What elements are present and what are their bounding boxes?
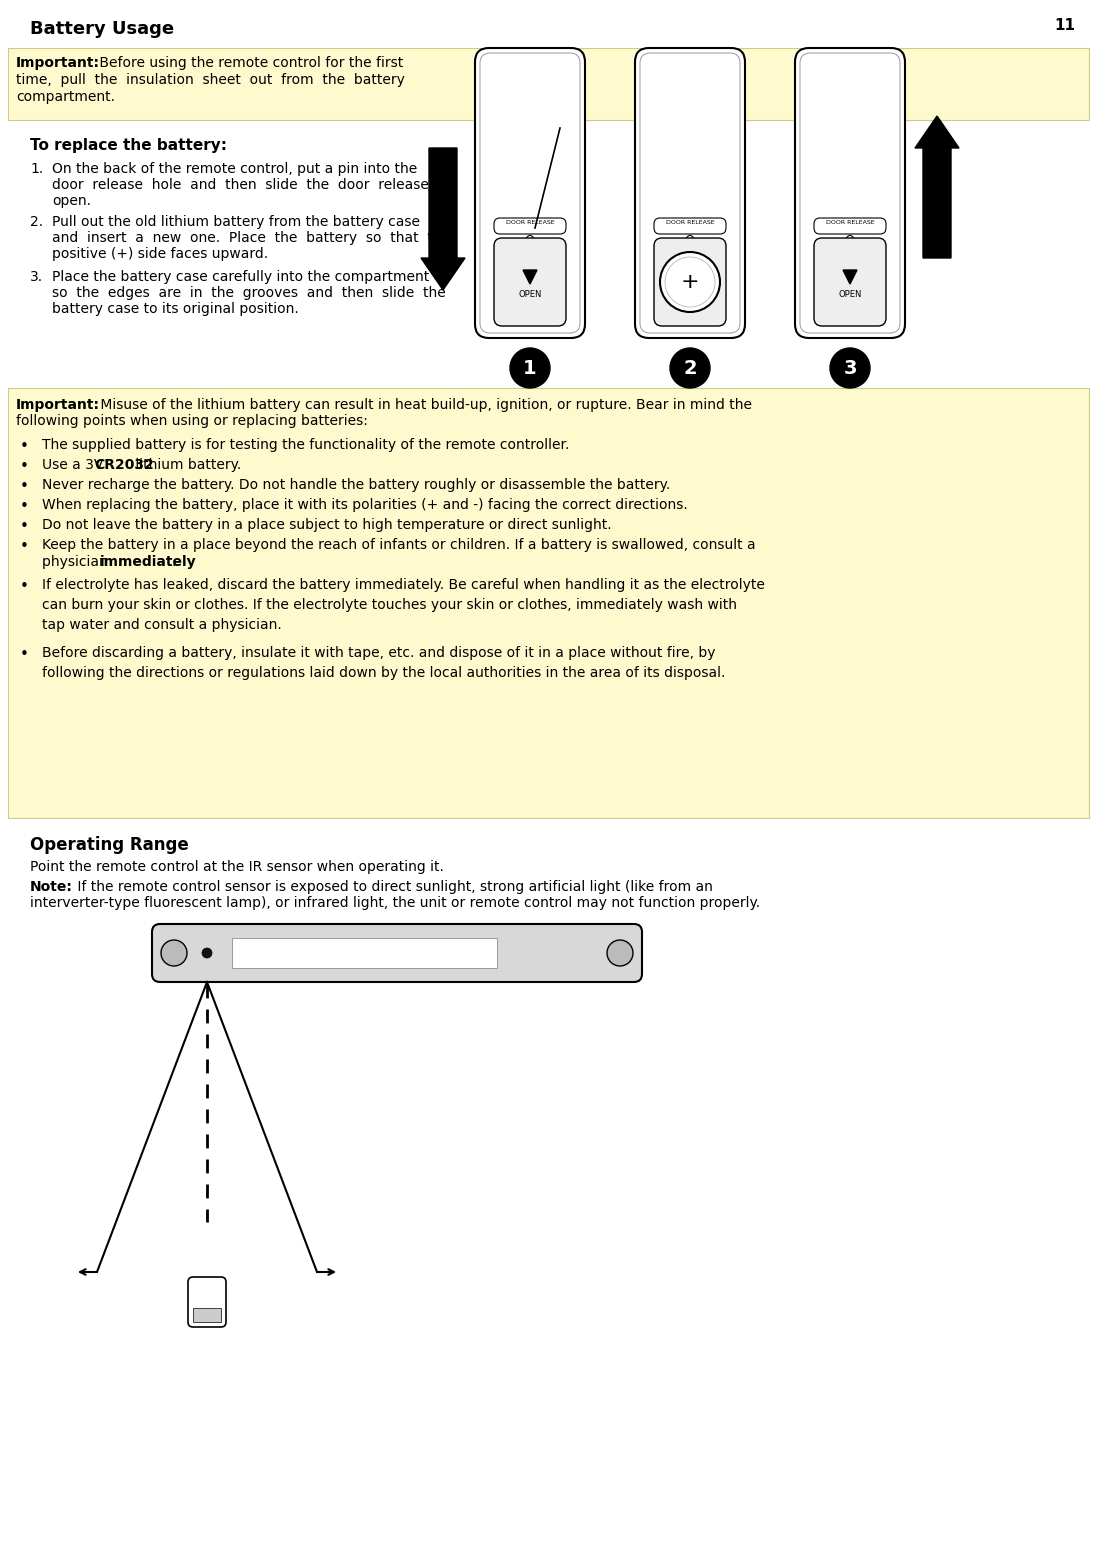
Text: 2: 2 [683,359,697,378]
Text: compartment.: compartment. [16,90,115,104]
FancyBboxPatch shape [635,48,745,337]
Text: •: • [20,539,29,554]
Text: immediately: immediately [100,556,196,570]
Text: DOOR RELEASE: DOOR RELEASE [666,220,714,224]
Text: physician: physician [42,556,112,570]
Bar [193,1308,220,1322]
Bar [8,48,1089,121]
Text: following points when using or replacing batteries:: following points when using or replacing… [16,413,367,427]
Text: positive (+) side faces upward.: positive (+) side faces upward. [52,248,268,262]
Text: 11: 11 [1054,19,1075,33]
Text: •: • [20,519,29,534]
Text: 2.: 2. [30,215,43,229]
Text: CR2032: CR2032 [94,458,154,472]
Text: Point the remote control at the IR sensor when operating it.: Point the remote control at the IR senso… [30,861,444,875]
Text: Before discarding a battery, insulate it with tape, etc. and dispose of it in a : Before discarding a battery, insulate it… [42,646,725,680]
Text: •: • [20,498,29,514]
Text: On the back of the remote control, put a pin into the: On the back of the remote control, put a… [52,163,417,176]
Bar [231,938,497,968]
Text: •: • [20,647,29,663]
Text: Battery Usage: Battery Usage [30,20,174,39]
Text: Place the battery case carefully into the compartment: Place the battery case carefully into th… [52,269,429,283]
Text: Operating Range: Operating Range [30,836,189,854]
Text: •: • [20,440,29,454]
FancyBboxPatch shape [795,48,905,337]
Text: DOOR RELEASE: DOOR RELEASE [826,220,874,224]
Text: Keep the battery in a place beyond the reach of infants or children. If a batter: Keep the battery in a place beyond the r… [42,539,756,553]
Text: The supplied battery is for testing the functionality of the remote controller.: The supplied battery is for testing the … [42,438,569,452]
Text: 1: 1 [523,359,536,378]
Text: and  insert  a  new  one.  Place  the  battery  so  that  the: and insert a new one. Place the battery … [52,231,450,245]
Text: OPEN: OPEN [518,289,542,299]
Circle shape [660,252,720,313]
FancyBboxPatch shape [654,218,726,234]
Text: Note:: Note: [30,879,72,895]
Text: If electrolyte has leaked, discard the battery immediately. Be careful when hand: If electrolyte has leaked, discard the b… [42,577,765,632]
FancyBboxPatch shape [152,924,642,981]
Text: +: + [680,272,699,293]
Text: .: . [171,556,176,570]
Text: door  release  hole  and  then  slide  the  door  release: door release hole and then slide the doo… [52,178,429,192]
FancyBboxPatch shape [494,238,566,327]
Text: Use a 3V: Use a 3V [42,458,108,472]
Bar [8,389,1089,817]
Text: interverter-type fluorescent lamp), or infrared light, the unit or remote contro: interverter-type fluorescent lamp), or i… [30,896,760,910]
Polygon shape [523,269,538,283]
Text: Important:: Important: [16,398,100,412]
Text: Pull out the old lithium battery from the battery case: Pull out the old lithium battery from th… [52,215,420,229]
Text: To replace the battery:: To replace the battery: [30,138,227,153]
Circle shape [670,348,710,389]
FancyBboxPatch shape [475,48,585,337]
Text: •: • [20,460,29,474]
Text: so  the  edges  are  in  the  grooves  and  then  slide  the: so the edges are in the grooves and then… [52,286,445,300]
Text: 3: 3 [844,359,857,378]
Polygon shape [842,269,857,283]
Text: battery case to its original position.: battery case to its original position. [52,302,298,316]
Circle shape [202,947,212,958]
Circle shape [607,940,633,966]
Text: •: • [20,478,29,494]
Circle shape [687,235,693,243]
FancyBboxPatch shape [654,238,726,327]
Circle shape [161,940,186,966]
FancyBboxPatch shape [814,218,886,234]
Text: When replacing the battery, place it with its polarities (+ and -) facing the co: When replacing the battery, place it wit… [42,498,688,512]
FancyBboxPatch shape [814,238,886,327]
Text: Before using the remote control for the first: Before using the remote control for the … [95,56,404,70]
Circle shape [527,235,533,243]
Text: time,  pull  the  insulation  sheet  out  from  the  battery: time, pull the insulation sheet out from… [16,73,405,87]
Circle shape [847,235,853,243]
Text: Important:: Important: [16,56,100,70]
Circle shape [830,348,870,389]
FancyBboxPatch shape [494,218,566,234]
Text: OPEN: OPEN [838,289,861,299]
Text: •: • [20,579,29,594]
Text: 3.: 3. [30,269,43,283]
Text: 1.: 1. [30,163,43,176]
Text: Misuse of the lithium battery can result in heat build-up, ignition, or rupture.: Misuse of the lithium battery can result… [97,398,753,412]
FancyBboxPatch shape [188,1277,226,1327]
Text: Never recharge the battery. Do not handle the battery roughly or disassemble the: Never recharge the battery. Do not handl… [42,478,670,492]
Circle shape [510,348,550,389]
FancyArrow shape [915,116,959,259]
Text: DOOR RELEASE: DOOR RELEASE [506,220,554,224]
Text: lithium battery.: lithium battery. [132,458,241,472]
Text: open.: open. [52,194,91,207]
Text: Do not leave the battery in a place subject to high temperature or direct sunlig: Do not leave the battery in a place subj… [42,519,612,533]
Text: If the remote control sensor is exposed to direct sunlight, strong artificial li: If the remote control sensor is exposed … [73,879,713,895]
FancyArrow shape [421,149,465,289]
